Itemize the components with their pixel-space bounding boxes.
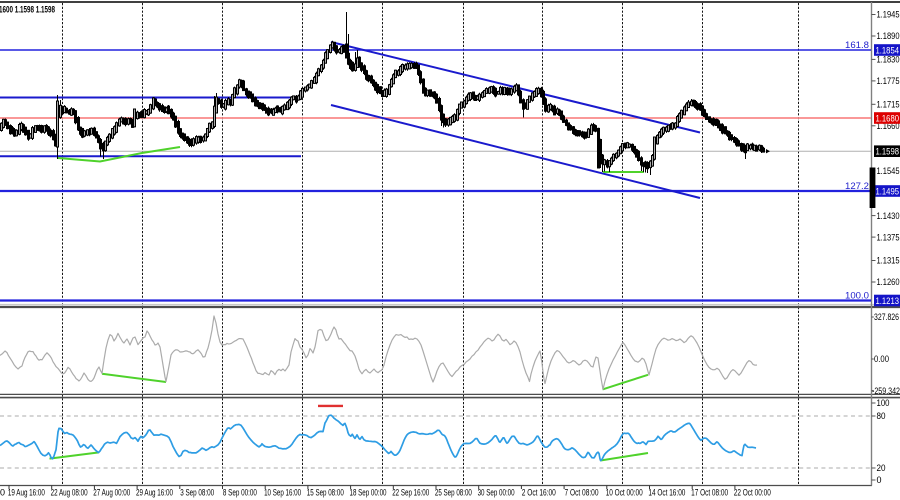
svg-text:127.2: 127.2 [845,181,869,191]
svg-text:1.1375: 1.1375 [877,232,900,242]
svg-text:8 Sep 00:00: 8 Sep 00:00 [223,488,257,498]
svg-text:22 Sep 16:00: 22 Sep 16:00 [392,488,429,498]
svg-text:1.1945: 1.1945 [877,10,900,20]
svg-text:80: 80 [877,411,886,421]
svg-text:7 Oct 08:00: 7 Oct 08:00 [565,488,599,498]
svg-text:327.826: 327.826 [874,312,899,322]
svg-text:0: 0 [0,488,5,498]
svg-text:1.1854: 1.1854 [876,45,900,55]
svg-text:10 Sep 16:00: 10 Sep 16:00 [264,488,301,498]
svg-text:-259.342: -259.342 [872,386,900,396]
svg-text:0.00: 0.00 [874,354,889,364]
svg-text:18 Sep 00:00: 18 Sep 00:00 [350,488,387,498]
svg-text:1.1715: 1.1715 [877,100,900,110]
svg-text:30 Sep 00:00: 30 Sep 00:00 [478,488,515,498]
svg-text:3 Sep 08:00: 3 Sep 08:00 [180,488,214,498]
svg-text:1.1598: 1.1598 [876,147,900,157]
svg-text:15 Sep 08:00: 15 Sep 08:00 [307,488,344,498]
svg-text:17 Oct 08:00: 17 Oct 08:00 [691,488,728,498]
svg-text:19 Aug 16:00: 19 Aug 16:00 [8,488,45,498]
svg-text:27 Aug 00:00: 27 Aug 00:00 [93,488,130,498]
svg-text:10 Oct 00:00: 10 Oct 00:00 [606,488,643,498]
svg-text:161.8: 161.8 [845,40,869,50]
svg-text:22 Oct 00:00: 22 Oct 00:00 [734,488,771,498]
svg-text:1.1430: 1.1430 [877,211,900,221]
svg-text:100: 100 [877,398,890,408]
svg-text:1.1260: 1.1260 [877,277,900,287]
svg-text:1.1680: 1.1680 [876,113,900,123]
svg-text:1.1213: 1.1213 [876,296,900,306]
svg-text:29 Aug 16:00: 29 Aug 16:00 [136,488,173,498]
svg-text:1.1890: 1.1890 [877,31,900,41]
svg-text:100.0: 100.0 [845,290,869,300]
svg-text:20: 20 [877,463,886,473]
svg-text:2 Oct 16:00: 2 Oct 16:00 [522,488,556,498]
svg-text:1.1775: 1.1775 [877,76,900,86]
svg-text:25 Sep 08:00: 25 Sep 08:00 [435,488,472,498]
svg-text:1.1830: 1.1830 [877,55,900,65]
svg-text:1.1545: 1.1545 [877,166,900,176]
svg-text:1.1660: 1.1660 [877,121,900,131]
svg-text:14 Oct 16:00: 14 Oct 16:00 [648,488,685,498]
svg-text:0: 0 [877,475,882,485]
svg-text:1600 1.1598 1.1598: 1600 1.1598 1.1598 [0,5,55,16]
svg-text:1.1495: 1.1495 [876,186,900,196]
svg-text:1.1315: 1.1315 [877,256,900,266]
svg-text:22 Aug 08:00: 22 Aug 08:00 [51,488,88,498]
